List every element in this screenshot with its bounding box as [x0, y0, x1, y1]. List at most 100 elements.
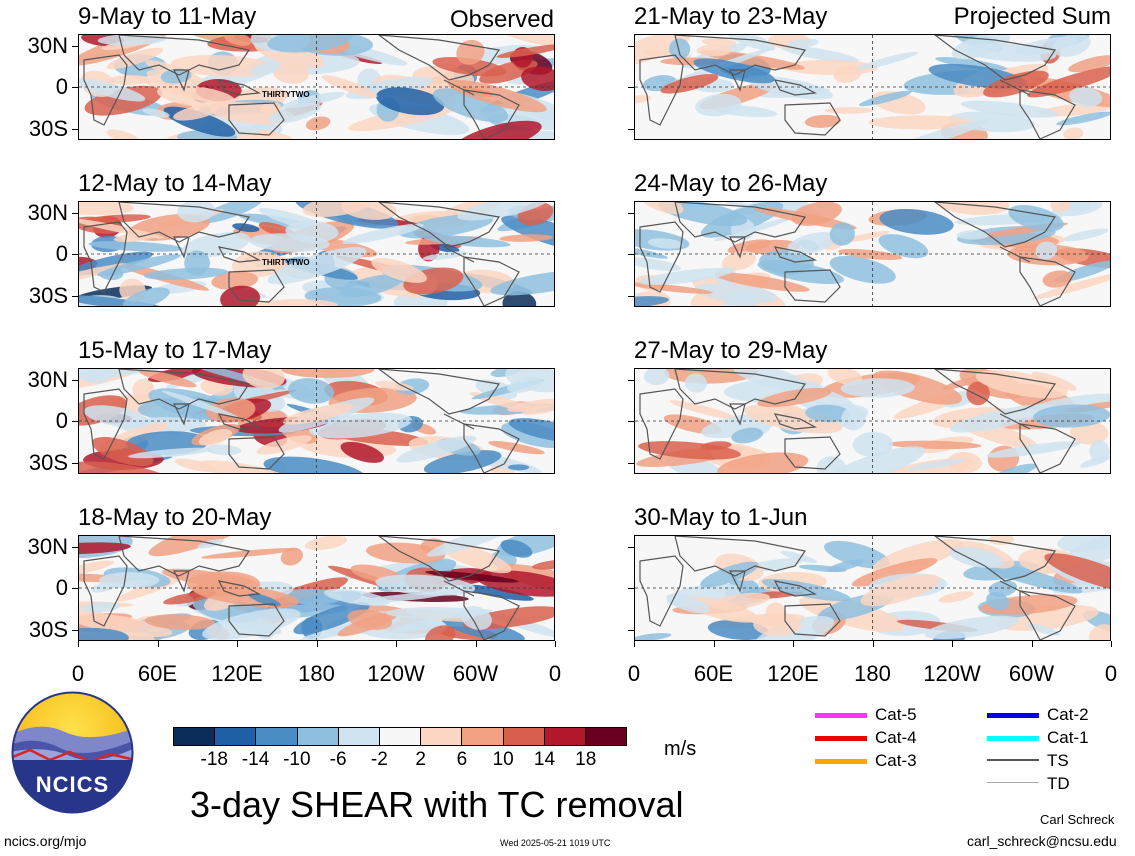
panel-title-left-4: 18-May to 20-May	[78, 504, 272, 531]
shear-field	[79, 536, 554, 640]
shear-field	[635, 35, 1110, 139]
lat-label: 0	[55, 74, 68, 99]
legend-line-cat-3	[815, 759, 867, 764]
lon-tick	[952, 641, 953, 647]
shear-map-left-4	[78, 535, 555, 641]
lat-tick	[72, 421, 78, 422]
lon-tick	[78, 641, 79, 647]
legend-label-td: TD	[1047, 774, 1070, 793]
colorbar-swatch	[544, 728, 586, 745]
panel-title-left-3: 15-May to 17-May	[78, 337, 272, 364]
legend-line-cat-4	[815, 736, 867, 741]
lat-label: 0	[55, 575, 68, 600]
shear-field	[635, 536, 1110, 640]
colorbar-label: 2	[415, 749, 426, 770]
coastlines	[83, 536, 520, 640]
lat-tick	[72, 46, 78, 47]
legend-line-cat-2	[987, 713, 1039, 718]
shear-field	[79, 35, 554, 139]
colorbar-swatch	[503, 728, 545, 745]
lat-tick	[628, 254, 634, 255]
lon-label: 120E	[211, 661, 263, 686]
coastlines	[83, 369, 520, 473]
coastlines	[83, 202, 520, 306]
legend-line-cat-5	[815, 713, 867, 718]
shear-map-right-1	[634, 34, 1111, 140]
lat-label: 0	[55, 241, 68, 266]
colorbar-swatch	[462, 728, 504, 745]
panel-title-left-1: 9-May to 11-May	[78, 3, 257, 30]
shear-map-left-3	[78, 368, 555, 474]
lon-label: 0	[71, 661, 85, 686]
tc-label-2: THIRTYTWO	[262, 258, 310, 267]
lat-tick	[628, 588, 634, 589]
lat-tick	[628, 463, 634, 464]
legend-line-cat-1	[987, 736, 1039, 741]
tc-label-1: THIRTYTWO	[262, 90, 310, 99]
lon-tick	[634, 641, 635, 647]
legend-label-ts: TS	[1047, 751, 1069, 770]
lon-label: 180	[854, 661, 891, 686]
colorbar-label: 6	[456, 749, 468, 770]
lon-label: 0	[548, 661, 562, 686]
colorbar-swatch	[256, 728, 298, 745]
lat-tick	[628, 129, 634, 130]
lon-tick	[872, 641, 874, 647]
lon-tick	[237, 641, 238, 647]
lat-tick	[72, 296, 78, 297]
lat-tick	[72, 213, 78, 214]
panel-title-right-1: 21-May to 23-May	[634, 3, 828, 30]
lat-label: 30N	[27, 367, 68, 392]
lat-label: 30N	[27, 33, 68, 58]
footer-email: carl_schreck@ncsu.edu	[967, 833, 1117, 849]
coastlines	[83, 35, 520, 139]
colorbar-label: -18	[200, 749, 228, 770]
lat-label: 0	[55, 408, 68, 433]
lat-label: 30S	[28, 116, 68, 141]
legend-label-cat-3: Cat-3	[875, 751, 917, 770]
coastlines	[639, 35, 1076, 139]
colorbar-unit: m/s	[664, 738, 697, 760]
lat-tick	[628, 296, 634, 297]
lon-label: 60E	[137, 661, 178, 686]
colorbar-label: 14	[533, 749, 556, 770]
logo-text: NCICS	[35, 772, 110, 797]
lat-tick	[628, 380, 634, 381]
colorbar	[173, 727, 627, 746]
lon-tick	[713, 641, 715, 647]
shear-map-left-2	[78, 201, 555, 307]
colorbar-swatch	[174, 728, 216, 745]
lat-tick	[72, 630, 78, 631]
lat-label: 30N	[27, 200, 68, 225]
lon-label: 120W	[367, 661, 425, 686]
lat-tick	[628, 547, 634, 548]
lon-label: 180	[298, 661, 335, 686]
panel-title-left-2: 12-May to 14-May	[78, 170, 272, 197]
lon-tick	[793, 641, 794, 647]
lat-label: 30N	[27, 534, 68, 559]
projected-header: Projected Sum	[953, 3, 1111, 30]
legend-label-cat-2: Cat-2	[1047, 705, 1089, 724]
lon-tick	[475, 641, 477, 647]
lon-label: 120W	[923, 661, 981, 686]
shear-field	[635, 369, 1110, 473]
shear-map-right-3	[634, 368, 1111, 474]
lat-label: 30S	[28, 617, 68, 642]
colorbar-swatch	[585, 728, 627, 745]
legend-label-cat-4: Cat-4	[875, 728, 917, 747]
shear-field	[79, 202, 554, 306]
legend-label-cat-1: Cat-1	[1047, 728, 1089, 747]
lon-label: 0	[627, 661, 641, 686]
lon-tick	[555, 641, 556, 647]
colorbar-label: 10	[492, 749, 514, 770]
shear-field	[635, 202, 1110, 306]
lat-tick	[628, 421, 634, 422]
colorbar-label: -14	[241, 749, 270, 770]
footer-timestamp: Wed 2025-05-21 1019 UTC	[500, 838, 611, 848]
colorbar-label: -6	[329, 749, 347, 770]
footer-author: Carl Schreck	[1040, 812, 1115, 827]
shear-field	[79, 369, 554, 473]
colorbar-swatch	[215, 728, 257, 745]
colorbar-label: -2	[370, 749, 388, 770]
lon-tick	[1111, 641, 1112, 647]
